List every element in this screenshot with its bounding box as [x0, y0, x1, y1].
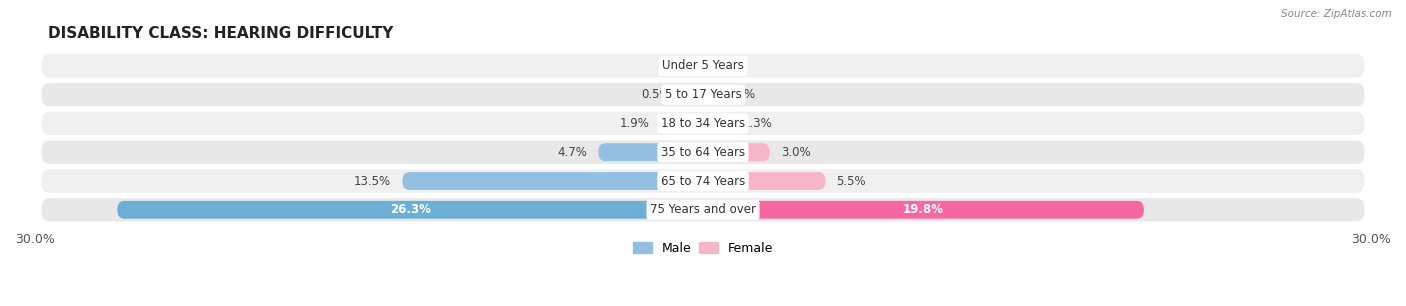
FancyBboxPatch shape: [703, 201, 1144, 219]
Text: 35 to 64 Years: 35 to 64 Years: [661, 146, 745, 159]
FancyBboxPatch shape: [599, 143, 703, 161]
FancyBboxPatch shape: [703, 114, 733, 132]
Text: 18 to 34 Years: 18 to 34 Years: [661, 117, 745, 130]
Legend: Male, Female: Male, Female: [628, 237, 778, 260]
FancyBboxPatch shape: [41, 53, 1365, 79]
Text: 1.3%: 1.3%: [744, 117, 773, 130]
FancyBboxPatch shape: [690, 86, 703, 103]
Text: 13.5%: 13.5%: [354, 174, 391, 188]
FancyBboxPatch shape: [41, 197, 1365, 222]
Text: DISABILITY CLASS: HEARING DIFFICULTY: DISABILITY CLASS: HEARING DIFFICULTY: [48, 26, 394, 42]
FancyBboxPatch shape: [661, 114, 703, 132]
FancyBboxPatch shape: [703, 172, 825, 190]
Text: 0.59%: 0.59%: [641, 88, 679, 101]
Text: 1.9%: 1.9%: [620, 117, 650, 130]
Text: 75 Years and over: 75 Years and over: [650, 203, 756, 216]
Text: 0.0%: 0.0%: [714, 59, 744, 73]
FancyBboxPatch shape: [41, 82, 1365, 107]
Text: 26.3%: 26.3%: [389, 203, 430, 216]
FancyBboxPatch shape: [41, 111, 1365, 136]
FancyBboxPatch shape: [117, 201, 703, 219]
Text: Under 5 Years: Under 5 Years: [662, 59, 744, 73]
Text: 4.7%: 4.7%: [557, 146, 588, 159]
Text: Source: ZipAtlas.com: Source: ZipAtlas.com: [1281, 9, 1392, 19]
Text: 0.18%: 0.18%: [718, 88, 755, 101]
FancyBboxPatch shape: [703, 143, 770, 161]
Text: 0.0%: 0.0%: [662, 59, 692, 73]
Text: 65 to 74 Years: 65 to 74 Years: [661, 174, 745, 188]
FancyBboxPatch shape: [41, 140, 1365, 165]
FancyBboxPatch shape: [703, 86, 707, 103]
Text: 3.0%: 3.0%: [780, 146, 811, 159]
FancyBboxPatch shape: [402, 172, 703, 190]
FancyBboxPatch shape: [41, 168, 1365, 194]
Text: 5.5%: 5.5%: [837, 174, 866, 188]
Text: 5 to 17 Years: 5 to 17 Years: [665, 88, 741, 101]
Text: 19.8%: 19.8%: [903, 203, 943, 216]
